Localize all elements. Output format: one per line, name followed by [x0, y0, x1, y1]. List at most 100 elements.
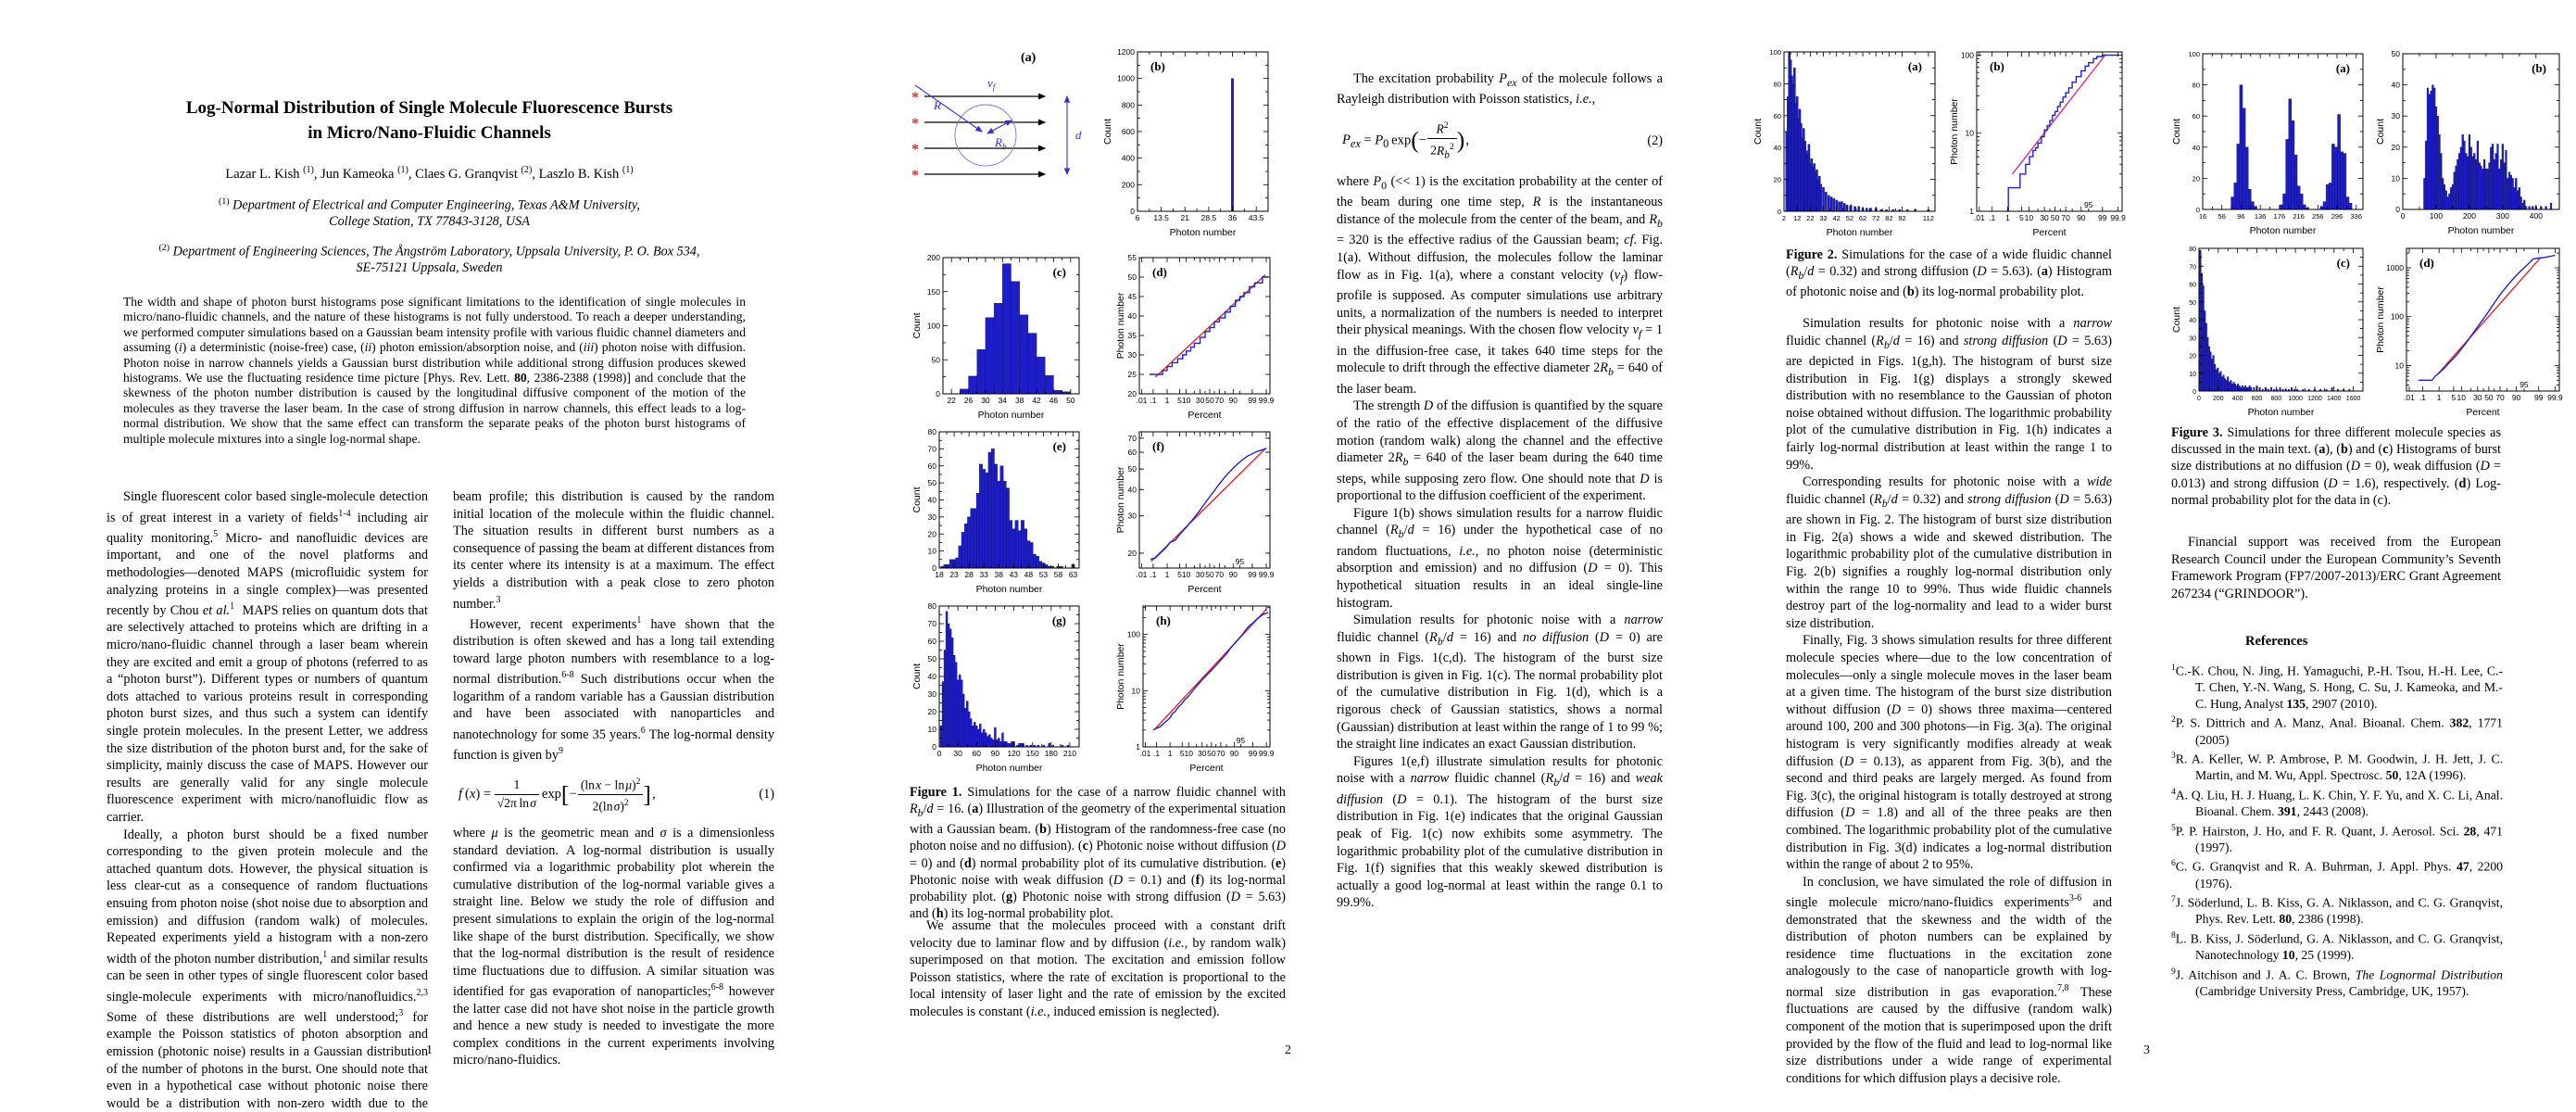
paragraph: where μ is the geometric mean and σ is a…: [453, 825, 775, 1068]
svg-text:336: 336: [2350, 212, 2362, 221]
svg-text:296: 296: [2331, 212, 2344, 221]
page1-left-column: Single fluorescent color based single-mo…: [107, 488, 428, 1112]
svg-text:.1: .1: [2419, 393, 2426, 402]
svg-text:Count: Count: [2171, 119, 2182, 145]
svg-text:120: 120: [1007, 749, 1020, 758]
svg-text:90: 90: [1229, 396, 1238, 405]
svg-text:(d): (d): [1152, 265, 1167, 279]
svg-text:80: 80: [1774, 80, 1781, 88]
equation-2-body: Pex = P0 exp(− R2 2Rb2) ,: [1337, 118, 1631, 164]
svg-text:Photon number: Photon number: [1115, 643, 1126, 710]
paper-title-line2: in Micro/Nano-Fluidic Channels: [308, 123, 551, 143]
svg-text:Photon number: Photon number: [2248, 407, 2315, 418]
svg-text:1200: 1200: [1117, 47, 1135, 57]
svg-text:Count: Count: [2375, 119, 2386, 145]
svg-text:95: 95: [1237, 736, 1246, 745]
svg-text:70: 70: [928, 619, 937, 628]
svg-text:100: 100: [1961, 50, 1974, 59]
svg-text:20: 20: [1128, 549, 1137, 558]
figure2-panel-a-plot: 2 12 22 32 42 52 62 72 82 92 112 0 20 40 60 80 100 Photon…: [1753, 46, 1941, 239]
svg-text:16: 16: [2199, 212, 2206, 221]
svg-text:180: 180: [1045, 749, 1058, 758]
figure1-panel-d-plot: .01.1 1 5 10 30 50 70 90 99 99.9 20 25 30 35 40 45 50 55 P…: [1115, 252, 1276, 422]
page-1: Log-Normal Distribution of Single Molecu…: [0, 0, 859, 1112]
reference-item: 9J. Aitchison and J. A. C. Brown, The Lo…: [2171, 966, 2503, 998]
equation-1-number: (1): [759, 787, 774, 802]
reference-item: 6C. G. Granqvist and R. A. Buhrman, J. A…: [2171, 858, 2504, 891]
svg-text:70: 70: [1128, 434, 1137, 443]
svg-text:1: 1: [1165, 396, 1170, 405]
svg-text:Photon number: Photon number: [1115, 466, 1126, 533]
svg-text:0: 0: [937, 749, 942, 758]
svg-text:40: 40: [928, 672, 937, 681]
svg-text:5: 5: [2452, 393, 2457, 402]
svg-text:10: 10: [1966, 129, 1975, 138]
svg-text:600: 600: [1122, 127, 1135, 136]
svg-text:50: 50: [928, 654, 937, 663]
svg-text:60: 60: [973, 749, 982, 758]
page-3: 2 12 22 32 42 52 62 72 82 92 112 0 20 40 60 80 100 Photon…: [1717, 0, 2576, 1112]
svg-text:10: 10: [1182, 396, 1191, 405]
svg-text:200: 200: [927, 253, 940, 262]
svg-text:1: 1: [1136, 742, 1140, 752]
svg-text:13.5: 13.5: [1153, 213, 1169, 222]
svg-text:30: 30: [1128, 350, 1137, 360]
svg-text:50: 50: [932, 355, 941, 364]
svg-text:80: 80: [928, 427, 937, 436]
figure2-caption: Figure 2. Simulations for the case of a …: [1786, 247, 2113, 300]
svg-text:22: 22: [1806, 214, 1814, 222]
svg-text:Photon number: Photon number: [2375, 286, 2386, 353]
svg-text:10: 10: [2392, 173, 2401, 183]
svg-text:10: 10: [928, 725, 937, 734]
svg-text:42: 42: [1032, 396, 1041, 405]
paragraph: Figure 1(b) shows simulation results for…: [1337, 505, 1664, 611]
svg-text:.01: .01: [1137, 570, 1148, 579]
svg-text:(h): (h): [1156, 613, 1171, 627]
svg-text:100: 100: [927, 322, 940, 331]
laser-beam-circle: [954, 104, 1017, 167]
affiliation-2-line2: SE-75121 Uppsala, Sweden: [356, 260, 503, 275]
svg-text:1: 1: [1969, 207, 1974, 216]
svg-text:100: 100: [1769, 48, 1781, 57]
d-label: d: [1075, 128, 1082, 142]
svg-text:70: 70: [2495, 393, 2505, 402]
svg-text:10: 10: [2457, 393, 2467, 402]
svg-text:63: 63: [1069, 570, 1078, 579]
svg-text:18: 18: [935, 570, 944, 579]
svg-text:Photon number: Photon number: [976, 763, 1043, 774]
molecule-asterisk-icon: *: [911, 90, 919, 106]
paragraph: Financial support was received from the …: [2171, 535, 2501, 601]
svg-text:10: 10: [2025, 213, 2034, 222]
svg-text:30: 30: [2392, 111, 2401, 120]
svg-text:Photon number: Photon number: [976, 584, 1043, 595]
page3-left-column: Simulation results for photonic noise wi…: [1786, 315, 2112, 1087]
svg-text:40: 40: [2193, 144, 2200, 152]
svg-text:1: 1: [2005, 213, 2010, 222]
svg-text:.01: .01: [2404, 393, 2415, 402]
svg-text:0: 0: [2193, 389, 2196, 396]
svg-text:Percent: Percent: [1189, 763, 1223, 774]
svg-text:1000: 1000: [2288, 396, 2303, 402]
svg-text:30: 30: [2473, 393, 2482, 402]
equation-2: Pex = P0 exp(− R2 2Rb2) , (2): [1337, 118, 1663, 164]
svg-text:48: 48: [1024, 570, 1034, 579]
svg-text:5: 5: [1177, 570, 1182, 579]
svg-text:Percent: Percent: [1187, 410, 1221, 421]
svg-text:70: 70: [1216, 749, 1225, 758]
svg-text:43.5: 43.5: [1249, 213, 1264, 222]
svg-text:(c): (c): [2337, 256, 2350, 270]
svg-text:30: 30: [1196, 570, 1205, 579]
svg-text:70: 70: [928, 444, 937, 453]
svg-text:20: 20: [1128, 389, 1137, 398]
svg-text:Count: Count: [2171, 307, 2182, 333]
svg-text:99.9: 99.9: [2110, 213, 2126, 222]
svg-text:50: 50: [928, 478, 937, 487]
svg-text:(g): (g): [1052, 613, 1066, 627]
svg-text:99: 99: [2534, 393, 2544, 402]
figure3-panel-c-plot: 0 200 400 600 800 1000 1200 1400 1600 0 10 20 30 40 50…: [2171, 243, 2369, 419]
acknowledgment: Financial support was received from the …: [2171, 534, 2501, 602]
svg-text:30: 30: [953, 749, 962, 758]
svg-text:90: 90: [1229, 570, 1238, 579]
svg-text:99.9: 99.9: [2547, 393, 2563, 402]
svg-text:Photon number: Photon number: [1827, 227, 1893, 238]
